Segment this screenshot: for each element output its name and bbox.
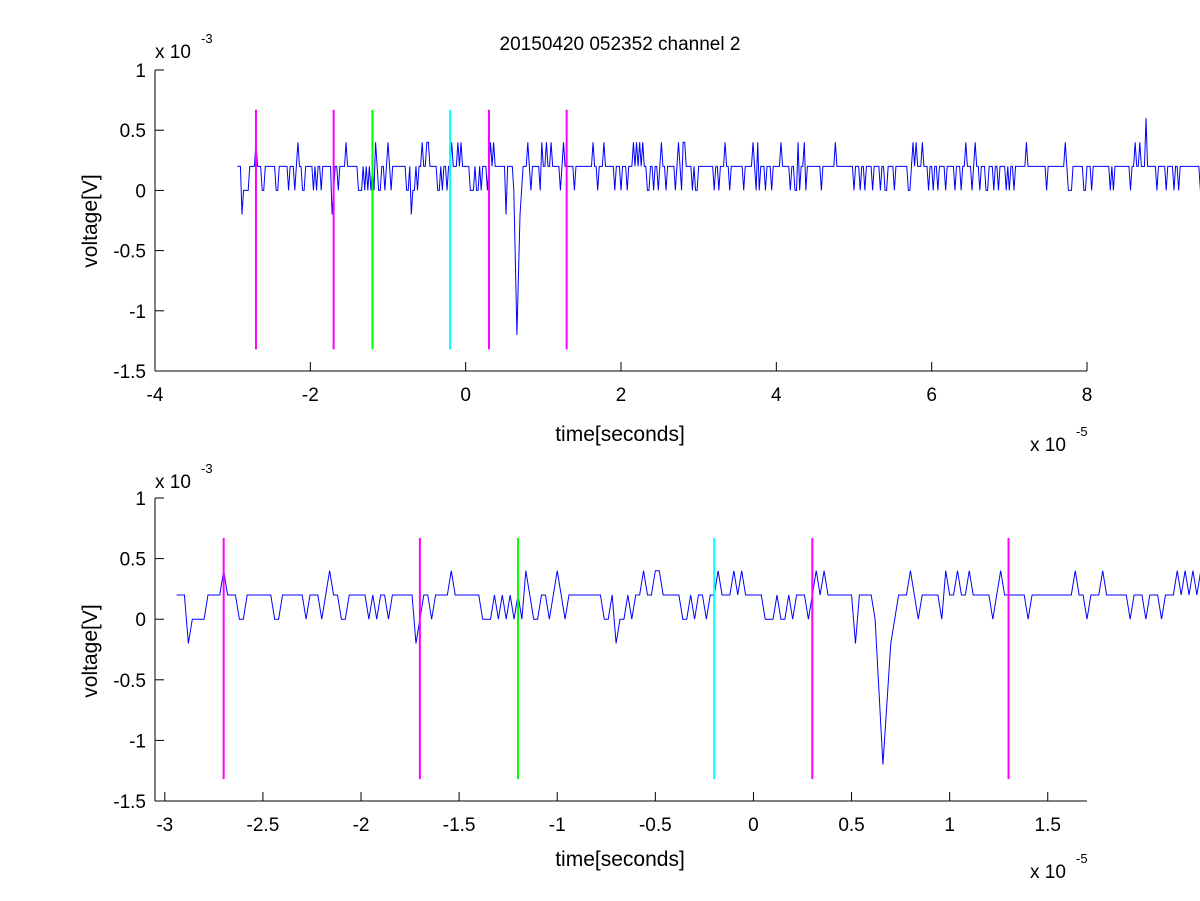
y-tick-label: -1.5 [113,362,146,383]
chart-1-plot [237,109,1200,350]
y-tick-label: -1 [129,731,146,752]
chart-2-x-multiplier-exp: -5 [1076,851,1088,866]
chart-1-x-multiplier-base: x 10 [1030,435,1066,456]
y-tick-label: -1.5 [113,792,146,813]
chart-1-y-multiplier: x 10 -3 [155,31,213,63]
signal-series-line [176,570,1200,765]
x-tick-label: -2 [302,385,319,406]
x-tick-label: 4 [771,385,782,406]
y-tick-label: 1 [135,61,146,82]
chart-1-y-multiplier-exp: -3 [201,31,213,46]
chart-2: -3 -2.5 -2 -1.5 -1 -0.5 0 0.5 1 1.5 -1.5 -1 -0.5 0 0.5… [79,461,1200,883]
chart-1-ylabel: voltage[V] [79,174,102,267]
chart-1-x-multiplier-exp: -5 [1076,424,1088,439]
x-tick-label: -1.5 [443,815,476,836]
x-tick-label: 0.5 [838,815,864,836]
x-tick-label: 0 [748,815,759,836]
y-tick-label: 0.5 [120,550,146,571]
chart-2-x-multiplier-base: x 10 [1030,862,1066,883]
chart-2-y-multiplier: x 10 -3 [155,461,213,493]
chart-2-axes: -3 -2.5 -2 -1.5 -1 -0.5 0 0.5 1 1.5 -1.5 -1 -0.5 0 0.5… [113,489,1087,836]
chart-1-title: 20150420 052352 channel 2 [500,34,741,55]
signal-series-line [237,118,1200,335]
y-tick-label: 0 [135,181,146,202]
x-tick-label: 1.5 [1035,815,1061,836]
y-tick-label: 0 [135,610,146,631]
chart-2-y-multiplier-exp: -3 [201,461,213,476]
chart-1-axes: -4 -2 0 2 4 6 8 -1.5 -1 -0.5 0 0.5 1 [113,61,1092,406]
x-tick-label: -2 [353,815,370,836]
x-tick-label: 0 [460,385,471,406]
x-tick-label: -1 [549,815,566,836]
y-tick-label: 0.5 [120,121,146,142]
chart-1-xlabel: time[seconds] [555,423,685,446]
x-tick-label: -0.5 [639,815,672,836]
y-tick-label: -1 [129,302,146,323]
x-tick-label: 1 [944,815,955,836]
x-tick-label: 8 [1082,385,1093,406]
chart-2-ylabel: voltage[V] [79,604,102,697]
x-tick-label: -3 [156,815,173,836]
chart-1-x-multiplier: x 10 -5 [1030,424,1088,456]
x-tick-label: 2 [616,385,627,406]
chart-2-plot [176,537,1200,780]
x-tick-label: -2.5 [247,815,280,836]
y-tick-label: 1 [135,489,146,510]
y-tick-label: -0.5 [113,671,146,692]
chart-2-x-multiplier: x 10 -5 [1030,851,1088,883]
chart-2-y-multiplier-base: x 10 [155,472,191,493]
x-tick-label: -4 [147,385,164,406]
chart-1: 20150420 052352 channel 2 -4 -2 0 2 4 6 8-1.5-… [79,31,1200,456]
chart-1-y-multiplier-base: x 10 [155,42,191,63]
x-tick-label: 6 [926,385,937,406]
chart-2-xlabel: time[seconds] [555,848,685,871]
y-tick-label: -0.5 [113,242,146,263]
